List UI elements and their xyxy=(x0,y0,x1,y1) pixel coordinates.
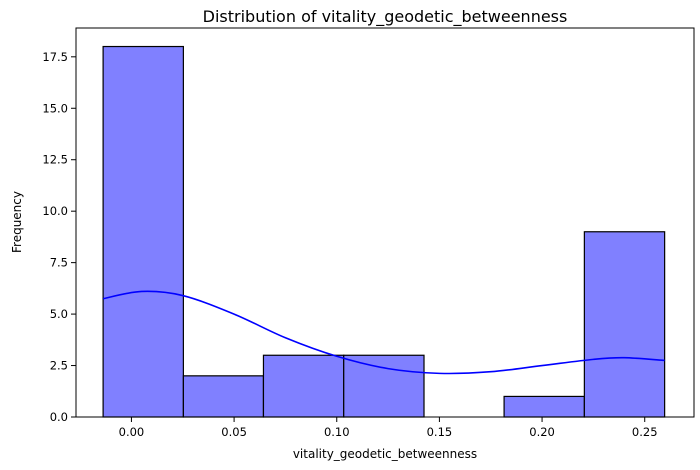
x-tick-label: 0.05 xyxy=(221,425,247,439)
histogram-bars xyxy=(102,45,666,418)
y-tick-label: 0.0 xyxy=(50,410,68,424)
x-tick-label: 0.00 xyxy=(119,425,145,439)
y-axis-ticks: 0.0 2.5 5.0 7.5 10.0 12.5 15.0 17.5 xyxy=(42,50,76,424)
y-tick-label: 7.5 xyxy=(50,256,68,270)
histogram-bar-0 xyxy=(102,45,184,418)
histogram-bar-5 xyxy=(503,395,585,418)
x-tick-label: 0.15 xyxy=(427,425,453,439)
chart-title: Distribution of vitality_geodetic_betwee… xyxy=(203,7,568,27)
x-tick-label: 0.25 xyxy=(632,425,658,439)
histogram-bar-2 xyxy=(262,354,345,418)
x-axis-ticks: 0.00 0.05 0.10 0.15 0.20 0.25 xyxy=(119,417,658,439)
x-tick-label: 0.20 xyxy=(529,425,555,439)
y-tick-label: 10.0 xyxy=(42,204,68,218)
x-axis-label: vitality_geodetic_betweenness xyxy=(293,447,477,461)
y-tick-label: 5.0 xyxy=(50,307,68,321)
kde-line xyxy=(102,290,665,375)
x-tick-label: 0.10 xyxy=(324,425,350,439)
y-tick-label: 12.5 xyxy=(42,153,68,167)
histogram-bar-1 xyxy=(182,375,265,418)
histogram-bar-6 xyxy=(583,231,666,418)
histogram-bar-3 xyxy=(343,354,425,418)
y-tick-label: 15.0 xyxy=(42,101,68,115)
y-tick-label: 17.5 xyxy=(42,50,68,64)
plot-frame xyxy=(75,27,695,418)
y-axis-label: Frequency xyxy=(10,191,24,253)
y-tick-label: 2.5 xyxy=(50,359,68,373)
